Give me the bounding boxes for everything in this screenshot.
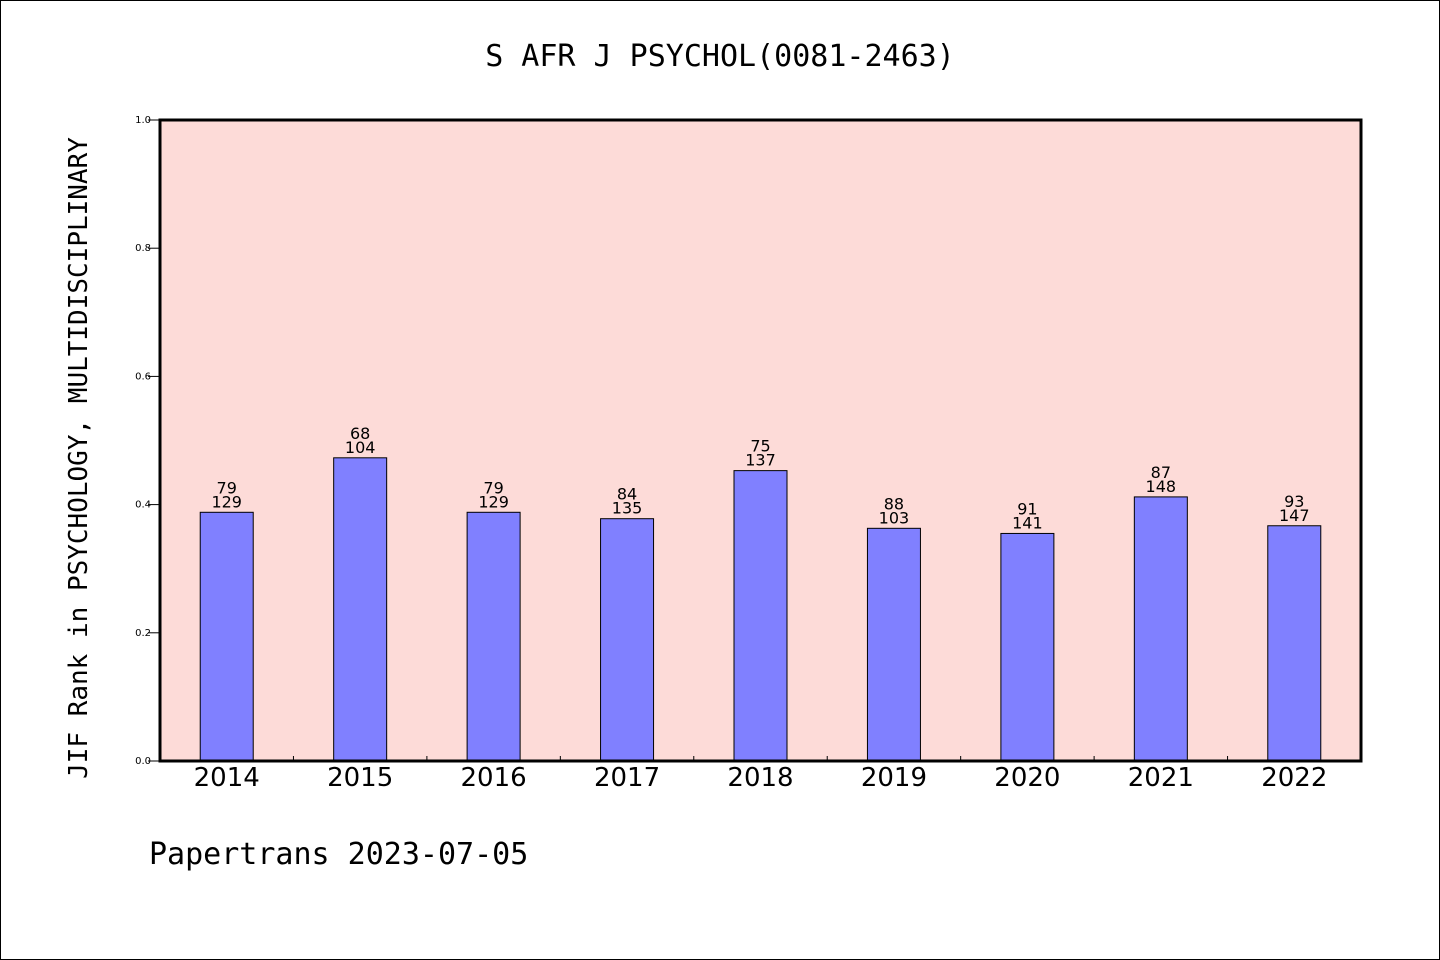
bar-2022 [1267,525,1322,762]
x-tick-label: 2021 [1128,763,1194,793]
y-tick-label: 0.4 [135,500,151,511]
bar-2018 [733,470,788,762]
x-tick-label: 2014 [194,763,260,793]
bar-total-label: 129 [478,492,509,511]
x-axis: 2014 2015 2016 2017 2018 2019 2020 2021 2022 [194,756,1327,793]
bar-total-label: 147 [1279,506,1310,525]
bar-total-label: 129 [211,492,242,511]
bar-2014 [199,511,254,762]
bar-2015 [333,457,388,762]
bar-rank-label: 68 [350,424,370,443]
bar-total-label: 141 [1012,513,1043,532]
plot-border [158,118,1363,763]
bars-group [199,457,1322,762]
x-tick-label: 2016 [461,763,527,793]
bar-rank-label: 79 [217,478,237,497]
x-tick-label: 2017 [594,763,660,793]
footer-text: Papertrans 2023-07-05 [149,837,528,872]
bar-2020 [1000,532,1055,762]
bar-rank-label: 75 [750,437,770,456]
bar-total-label: 148 [1146,477,1177,496]
x-tick-label: 2019 [861,763,927,793]
bar-2021 [1133,496,1188,762]
x-tick-label: 2020 [994,763,1060,793]
y-axis: 0.0 0.2 0.4 0.6 0.8 1.0 [135,115,160,767]
bar-rank-label: 91 [1017,499,1037,518]
bar-rank-label: 88 [884,494,904,513]
chart-title: S AFR J PSYCHOL(0081-2463) [485,39,955,74]
bar-2017 [600,518,655,762]
x-tick-label: 2022 [1261,763,1327,793]
bar-total-label: 137 [745,451,776,470]
y-axis-label: JIF Rank in PSYCHOLOGY, MULTIDISCIPLINAR… [64,137,94,779]
y-tick-label: 0.0 [135,756,151,767]
bar-rank-label: 93 [1284,492,1304,511]
y-tick-label: 0.2 [135,628,151,639]
bar-total-label: 104 [345,438,376,457]
bar-total-label: 135 [612,499,643,518]
bar-total-label: 103 [879,508,910,527]
bar-rank-label: 79 [483,478,503,497]
x-tick-label: 2015 [327,763,393,793]
y-tick-label: 1.0 [135,115,151,126]
bar-rank-label: 87 [1151,463,1171,482]
bar-2016 [466,511,521,762]
y-tick-label: 0.8 [135,243,151,254]
bar-2019 [866,527,921,762]
bar-rank-label: 84 [617,485,637,504]
x-tick-label: 2018 [727,763,793,793]
y-tick-label: 0.6 [135,371,151,382]
